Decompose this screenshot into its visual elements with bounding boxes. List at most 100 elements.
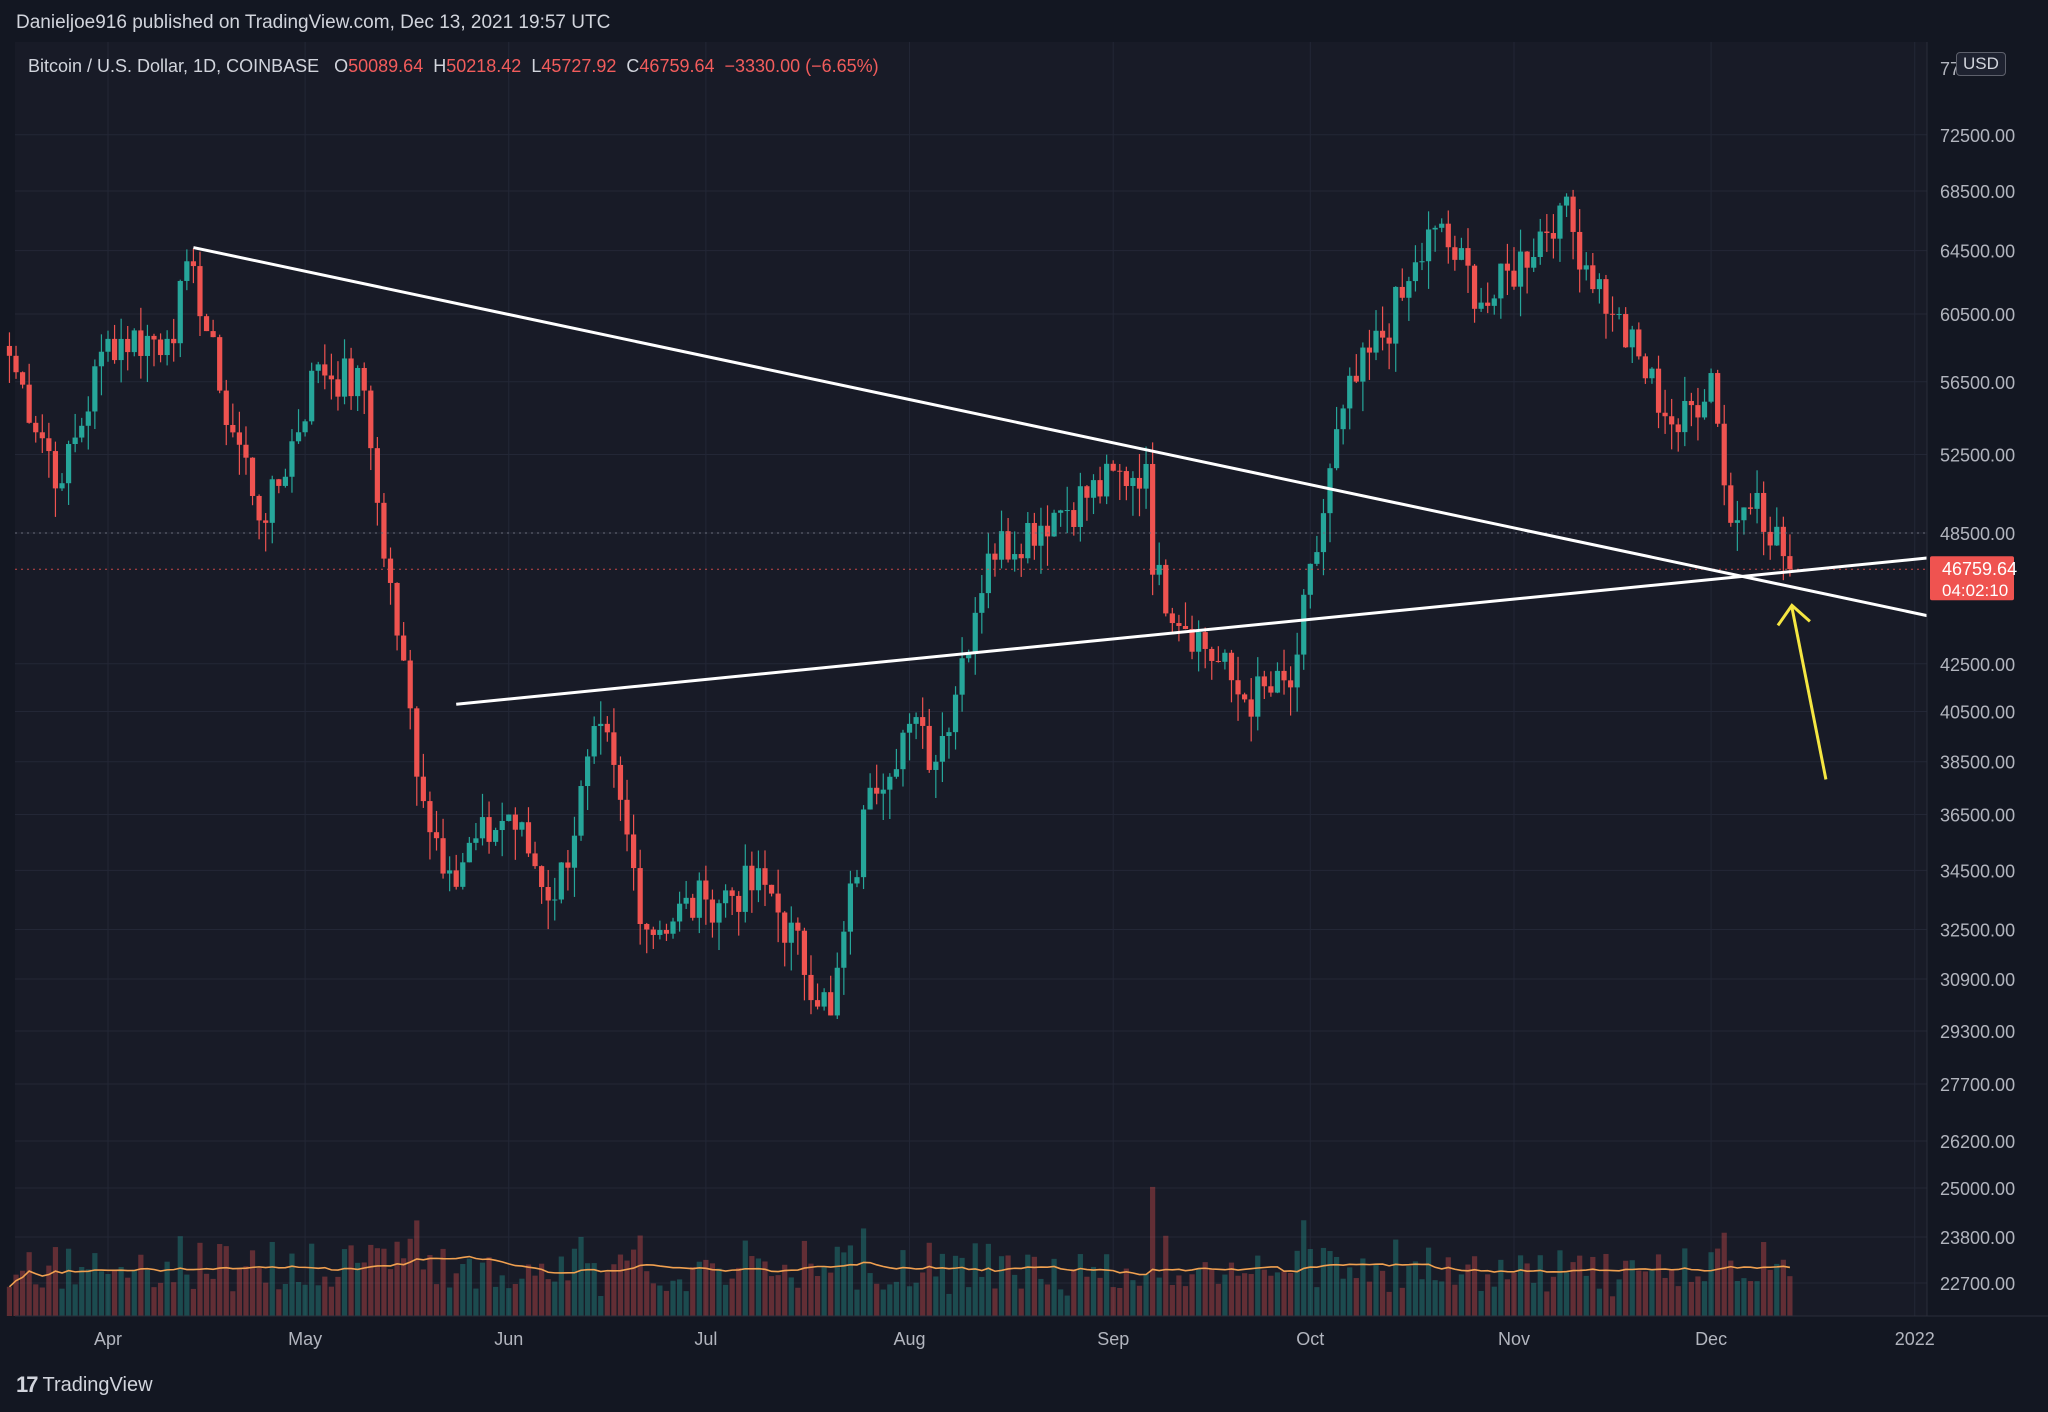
candle-body (1130, 477, 1136, 486)
volume-bar (1491, 1286, 1497, 1316)
candle-body (1025, 523, 1031, 559)
y-tick-label: 40500.00 (1940, 703, 2015, 723)
candle-body (808, 974, 814, 1001)
volume-bar (1314, 1287, 1320, 1316)
tradingview-logo[interactable]: 17 TradingView (16, 1372, 153, 1398)
volume-bar (184, 1274, 190, 1316)
volume-bar (1136, 1285, 1143, 1316)
legend-symbol: Bitcoin / U.S. Dollar, 1D, COINBASE (28, 56, 320, 76)
volume-bar (1176, 1275, 1182, 1316)
volume-bar (683, 1291, 689, 1316)
candle-body (1590, 265, 1596, 290)
volume-bar (1373, 1264, 1379, 1316)
y-tick-label: 29300.00 (1940, 1022, 2015, 1042)
candle-body (598, 723, 604, 727)
volume-bar (696, 1261, 702, 1316)
volume-bar (39, 1287, 45, 1316)
volume-bar (1320, 1247, 1327, 1316)
volume-bar (545, 1279, 551, 1316)
candle-body (223, 390, 229, 425)
candle-body (1110, 463, 1116, 471)
candle-body (401, 635, 407, 661)
candle-body (1314, 552, 1320, 564)
candle-body (716, 903, 722, 923)
volume-bar (913, 1282, 919, 1316)
volume-bar (401, 1258, 407, 1316)
volume-bar (447, 1287, 453, 1316)
axes: 72500.00 68500.00 64500.00 60500.00 56500.00… (15, 42, 2048, 1349)
volume-bar (1347, 1267, 1353, 1316)
candle-body (1596, 279, 1602, 290)
y-tick-label: 60500.00 (1940, 305, 2015, 325)
volume-bar (926, 1242, 932, 1316)
candle-body (617, 764, 624, 800)
volume-bar (92, 1253, 98, 1316)
legend-open-label: O (334, 56, 349, 76)
candle-body (1136, 477, 1143, 489)
annotation-arrow-shaft (1790, 607, 1828, 780)
candle-body (355, 367, 361, 397)
volume-bar (348, 1245, 354, 1316)
candle-body (184, 261, 190, 281)
top-bar: Danieljoe916 published on TradingView.co… (0, 0, 2048, 40)
volume-bar (144, 1269, 151, 1316)
candle-body (460, 862, 466, 887)
candle-body (722, 890, 729, 904)
volume-bar (1288, 1272, 1294, 1316)
candle-body (263, 520, 269, 523)
candle-body (1189, 628, 1195, 652)
candle-body (834, 967, 840, 1016)
candle-body (847, 883, 854, 932)
candle-body (1563, 196, 1570, 206)
candle-body (1333, 429, 1340, 469)
volume-bar (381, 1248, 387, 1316)
volume-bar (322, 1276, 328, 1316)
candle-body (703, 880, 709, 900)
volume-bar (335, 1276, 341, 1316)
candle-body (1044, 525, 1051, 537)
candle-body (105, 338, 111, 352)
candle-body (171, 338, 177, 344)
candle-body (1485, 302, 1491, 306)
candle-body (637, 868, 643, 925)
candle-body (1642, 356, 1648, 379)
volume-bar (900, 1250, 906, 1316)
candle-body (841, 931, 847, 968)
candle-body (1018, 554, 1024, 559)
candle-body (1517, 251, 1524, 287)
candle-body (1281, 670, 1287, 681)
candle-body (1215, 660, 1221, 662)
candle-body (98, 351, 105, 367)
volume-bar (1196, 1268, 1202, 1316)
volume-bar (637, 1235, 643, 1316)
volume-bar (906, 1286, 913, 1316)
chart-pane[interactable] (15, 42, 1927, 1316)
volume-bar (79, 1266, 85, 1316)
volume-bar (1445, 1257, 1451, 1316)
candle-body (1747, 507, 1754, 509)
volume-bar (1012, 1274, 1018, 1316)
candle-body (1471, 265, 1478, 309)
candle-body (131, 330, 137, 353)
x-tick-label: Nov (1498, 1329, 1530, 1349)
candle-body (1734, 520, 1740, 523)
candle-body (729, 890, 735, 896)
candle-body (1373, 330, 1379, 353)
y-tick-label: 72500.00 (1940, 126, 2015, 146)
volume-bar (1340, 1278, 1346, 1316)
volume-bar (138, 1254, 144, 1316)
candle-body (1340, 408, 1346, 430)
candle-body (742, 865, 748, 912)
currency-badge[interactable]: USD (1956, 52, 2006, 76)
candle-body (539, 866, 545, 887)
volume-bar (1235, 1275, 1241, 1316)
volume-bar (1110, 1287, 1116, 1316)
volume-bar (1412, 1261, 1419, 1316)
volume-bar (1629, 1260, 1635, 1316)
y-tick-label: 22700.00 (1940, 1274, 2015, 1294)
candle-body (1038, 525, 1044, 546)
volume-bar (1616, 1279, 1622, 1316)
candle-body (788, 922, 794, 943)
trendline (456, 556, 1928, 706)
